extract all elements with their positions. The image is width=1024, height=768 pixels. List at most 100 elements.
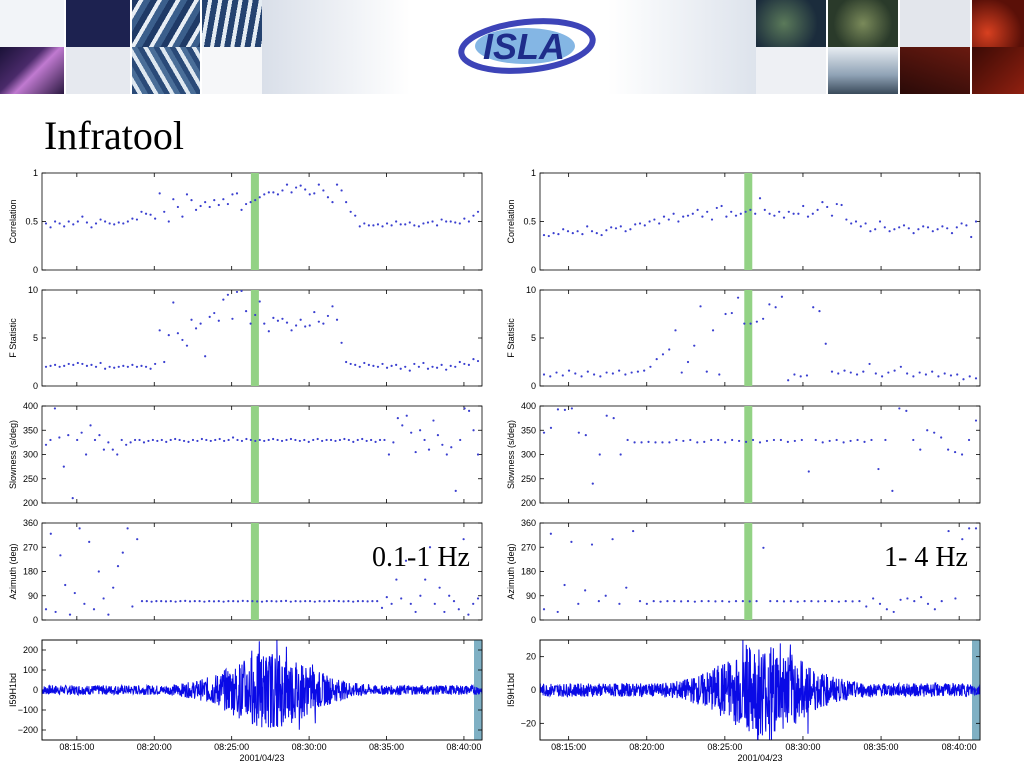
- data-point: [352, 600, 355, 603]
- banner-tile: [202, 47, 262, 94]
- data-point: [254, 199, 257, 202]
- data-point: [172, 198, 175, 201]
- data-point: [856, 438, 859, 442]
- data-point: [956, 373, 959, 376]
- data-point: [557, 233, 560, 236]
- y-tick-label: 360: [521, 518, 536, 528]
- data-point: [549, 375, 552, 378]
- data-point: [887, 371, 890, 374]
- data-point: [749, 208, 752, 211]
- y-tick-label: 180: [23, 567, 38, 577]
- plot-frame: [41, 172, 483, 271]
- data-point: [316, 437, 319, 441]
- data-point: [290, 329, 293, 332]
- data-point: [898, 226, 901, 229]
- data-point: [281, 317, 284, 320]
- data-point: [102, 597, 105, 600]
- data-point: [199, 322, 202, 325]
- data-point: [643, 369, 646, 372]
- data-point: [806, 215, 810, 218]
- data-point: [392, 441, 395, 444]
- data-point: [113, 223, 116, 226]
- data-point: [144, 212, 148, 215]
- data-point: [467, 220, 471, 223]
- data-point: [463, 362, 466, 366]
- data-point: [830, 370, 834, 373]
- data-point: [855, 373, 859, 376]
- data-point: [150, 600, 153, 603]
- data-point: [762, 546, 765, 549]
- data-point: [445, 220, 448, 223]
- data-point: [599, 375, 602, 378]
- data-point: [755, 600, 758, 603]
- data-point: [926, 602, 930, 605]
- data-point: [72, 363, 75, 366]
- panel-azimuth-deg-: 0 90 180 270 360 Azimuth (deg) 0.1-1 Hz: [8, 518, 483, 625]
- y-tick-label: 270: [521, 542, 536, 552]
- data-point: [154, 217, 157, 220]
- data-point: [198, 600, 201, 603]
- data-point: [424, 578, 427, 581]
- data-point: [782, 216, 786, 219]
- data-point: [793, 439, 796, 443]
- x-tick-label: 08:15:00: [59, 742, 94, 752]
- data-point: [172, 301, 175, 304]
- data-point: [116, 453, 119, 456]
- data-point: [563, 583, 566, 587]
- data-point: [62, 465, 65, 468]
- data-point: [912, 438, 915, 442]
- frequency-band-label: 1- 4 Hz: [884, 542, 968, 573]
- x-tick-label: 08:20:00: [137, 742, 172, 752]
- data-point: [276, 193, 280, 196]
- data-point: [67, 220, 70, 223]
- data-point: [561, 374, 564, 377]
- data-point: [445, 368, 448, 371]
- data-point: [193, 600, 196, 603]
- data-point: [129, 441, 132, 444]
- data-point: [352, 440, 355, 443]
- data-point: [812, 306, 815, 309]
- window-highlight: [744, 523, 753, 620]
- data-point: [308, 324, 311, 327]
- data-point: [217, 203, 220, 207]
- data-point: [974, 419, 978, 422]
- data-point: [658, 222, 661, 225]
- data-point: [376, 223, 380, 226]
- y-tick-label: 350: [23, 425, 38, 435]
- data-point: [265, 600, 268, 603]
- data-point: [574, 372, 577, 375]
- banner-tile: [756, 47, 826, 94]
- data-point: [332, 599, 336, 602]
- data-point: [214, 438, 217, 442]
- data-point: [294, 600, 297, 603]
- data-point: [423, 438, 426, 442]
- data-point: [845, 218, 848, 221]
- data-point: [208, 600, 211, 603]
- data-point: [807, 470, 810, 473]
- x-axis-date-label: 2001/04/23: [239, 753, 284, 763]
- data-point: [308, 600, 312, 603]
- data-point: [313, 310, 316, 314]
- data-point: [176, 205, 179, 209]
- data-point: [691, 212, 694, 215]
- data-point: [803, 600, 806, 603]
- data-point: [289, 600, 292, 603]
- data-point: [280, 439, 284, 443]
- y-tick-label: 0: [531, 615, 536, 625]
- banner-tile: [202, 0, 262, 47]
- data-point: [126, 365, 129, 368]
- data-point: [440, 363, 443, 366]
- data-point: [80, 431, 83, 434]
- data-point: [673, 600, 676, 603]
- y-tick-label: 1: [33, 168, 38, 178]
- data-point: [226, 293, 229, 296]
- data-point: [94, 222, 98, 225]
- data-point: [185, 193, 189, 196]
- data-point: [604, 594, 607, 597]
- data-point: [67, 362, 70, 366]
- data-point: [218, 437, 221, 441]
- data-point: [72, 223, 75, 226]
- data-point: [376, 600, 379, 603]
- data-point: [441, 443, 444, 446]
- data-point: [404, 223, 407, 226]
